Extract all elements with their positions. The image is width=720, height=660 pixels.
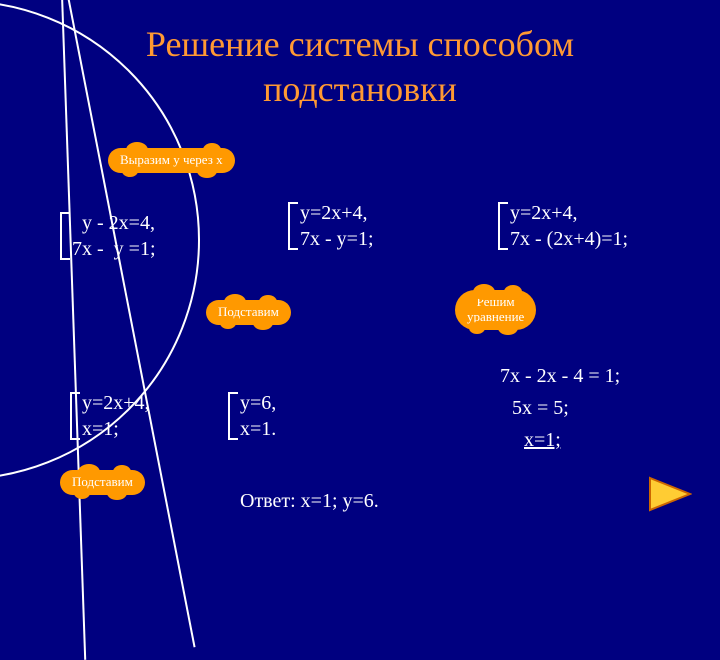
answer-text: Ответ: х=1; у=6. xyxy=(240,490,379,513)
system-3-line-2: 7х - (2х+4)=1; xyxy=(510,226,628,252)
cloud-solve: Решим уравнение xyxy=(455,290,536,330)
system-1: у - 2х=4, 7х - у =1; xyxy=(72,210,156,262)
system-2-line-1: у=2х+4, xyxy=(300,200,374,226)
next-button[interactable] xyxy=(648,476,692,512)
system-2: у=2х+4, 7х - у=1; xyxy=(300,200,374,252)
system-1-line-1: у - 2х=4, xyxy=(72,210,156,236)
bracket-icon xyxy=(288,202,298,250)
bracket-icon xyxy=(70,392,80,440)
system-5: у=6, х=1. xyxy=(240,390,276,442)
title-line-1: Решение системы способом xyxy=(146,24,574,64)
work-line-1: 7х - 2х - 4 = 1; xyxy=(500,360,620,392)
system-4-line-1: у=2х+4, xyxy=(82,390,150,416)
bracket-icon xyxy=(228,392,238,440)
bracket-icon xyxy=(498,202,508,250)
system-5-line-1: у=6, xyxy=(240,390,276,416)
system-3-line-1: у=2х+4, xyxy=(510,200,628,226)
arrow-right-icon xyxy=(648,476,692,512)
work-line-2: 5х = 5; xyxy=(500,392,620,424)
solving-steps: 7х - 2х - 4 = 1; 5х = 5; х=1; xyxy=(500,360,620,456)
system-4: у=2х+4, х=1; xyxy=(82,390,150,442)
system-4-line-2: х=1; xyxy=(82,416,150,442)
cloud-express: Выразим у через х xyxy=(108,148,235,173)
system-5-line-2: х=1. xyxy=(240,416,276,442)
title-line-2: подстановки xyxy=(263,69,457,109)
bracket-icon xyxy=(60,212,70,260)
page-title: Решение системы способом подстановки xyxy=(0,0,720,112)
work-line-3: х=1; xyxy=(500,424,620,456)
system-3: у=2х+4, 7х - (2х+4)=1; xyxy=(510,200,628,252)
system-2-line-2: 7х - у=1; xyxy=(300,226,374,252)
cloud-substitute-2: Подставим xyxy=(60,470,145,495)
system-1-line-2: 7х - у =1; xyxy=(72,236,156,262)
cloud-substitute-1: Подставим xyxy=(206,300,291,325)
